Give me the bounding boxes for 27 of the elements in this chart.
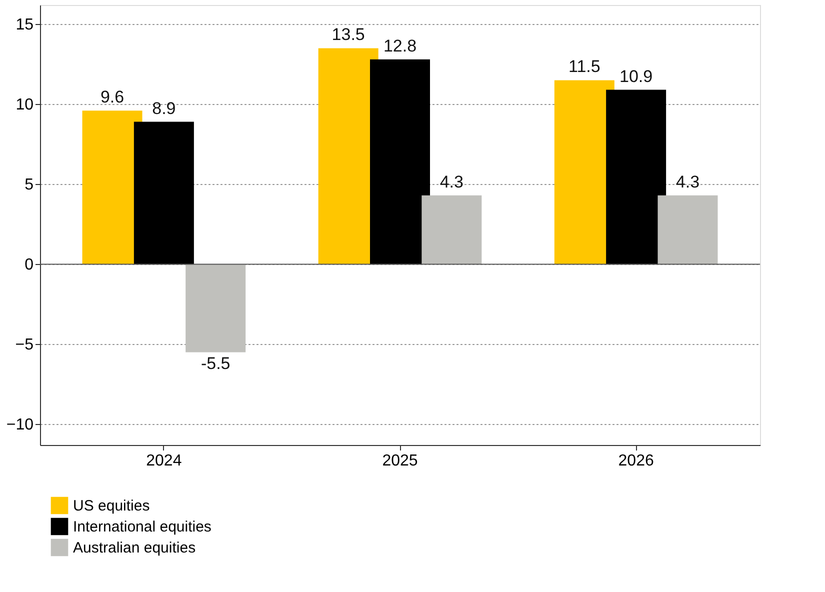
- y-tick-label: 15: [16, 16, 34, 34]
- data-label: 12.8: [383, 36, 417, 56]
- data-label: 4.3: [676, 172, 700, 192]
- bar: [134, 122, 194, 264]
- legend-label: US equities: [73, 498, 150, 514]
- y-tick-label: −10: [6, 416, 34, 434]
- data-label: 4.3: [440, 172, 464, 192]
- bar: [606, 90, 666, 264]
- y-tick-label: 10: [16, 96, 34, 114]
- data-label: 10.9: [620, 66, 653, 86]
- data-label: 11.5: [568, 57, 600, 76]
- legend-label: International equities: [73, 518, 212, 536]
- y-tick-label: −5: [15, 336, 34, 354]
- data-label: -5.5: [200, 354, 230, 374]
- data-label: 8.9: [152, 98, 176, 118]
- bar: [422, 195, 482, 264]
- legend-label: Australian equities: [73, 540, 196, 556]
- data-label: 13.5: [332, 25, 365, 44]
- bar: [370, 59, 430, 264]
- x-tick-label: 2025: [382, 452, 418, 470]
- y-tick-label: 5: [24, 176, 34, 194]
- data-label: 9.6: [100, 88, 124, 107]
- x-tick-label: 2026: [618, 452, 654, 470]
- bar: [658, 195, 718, 264]
- y-tick-label: 0: [24, 256, 34, 274]
- bar: [186, 264, 246, 352]
- x-tick-label: 2024: [146, 452, 182, 470]
